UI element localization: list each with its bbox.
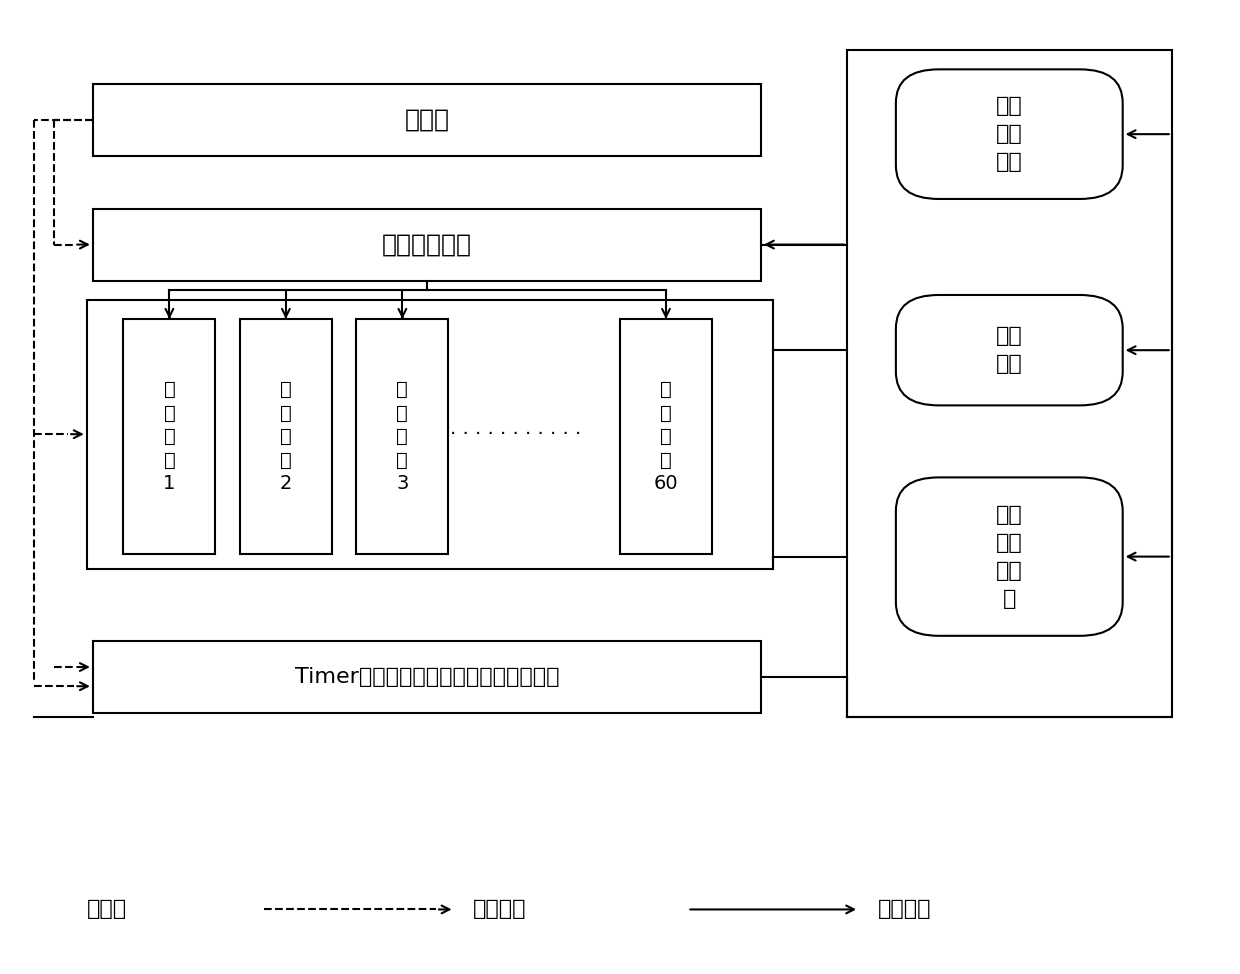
Text: 创建维护: 创建维护	[472, 899, 526, 919]
Bar	[93, 84, 761, 156]
Text: 交
易
线
程
1: 交 易 线 程 1	[164, 380, 176, 493]
Text: 任务调度线程: 任务调度线程	[382, 233, 472, 256]
Text: 交
易
线
程
2: 交 易 线 程 2	[280, 380, 293, 493]
Text: 数据流向: 数据流向	[878, 899, 931, 919]
Bar	[356, 318, 449, 554]
Text: 射频
数据: 射频 数据	[996, 326, 1023, 374]
FancyBboxPatch shape	[895, 477, 1122, 636]
Bar	[124, 318, 216, 554]
Bar	[239, 318, 332, 554]
Bar	[93, 641, 761, 713]
Text: · · · · · · · · · · ·: · · · · · · · · · · ·	[450, 425, 582, 444]
Text: 图例：: 图例：	[87, 899, 126, 919]
FancyBboxPatch shape	[895, 295, 1122, 405]
Text: 交
易
线
程
60: 交 易 线 程 60	[653, 380, 678, 493]
Text: Timer中断处理：射频数据发送时序管理: Timer中断处理：射频数据发送时序管理	[295, 666, 559, 687]
Bar	[87, 300, 774, 569]
Text: 交
易
线
程
3: 交 易 线 程 3	[396, 380, 408, 493]
Text: 车道
计算
机数
据: 车道 计算 机数 据	[996, 505, 1023, 609]
Bar	[620, 318, 712, 554]
Text: 主线程: 主线程	[404, 108, 449, 131]
Bar	[93, 208, 761, 281]
Bar	[847, 50, 1172, 718]
FancyBboxPatch shape	[895, 69, 1122, 199]
Text: 安全
计算
密钥: 安全 计算 密钥	[996, 96, 1023, 172]
